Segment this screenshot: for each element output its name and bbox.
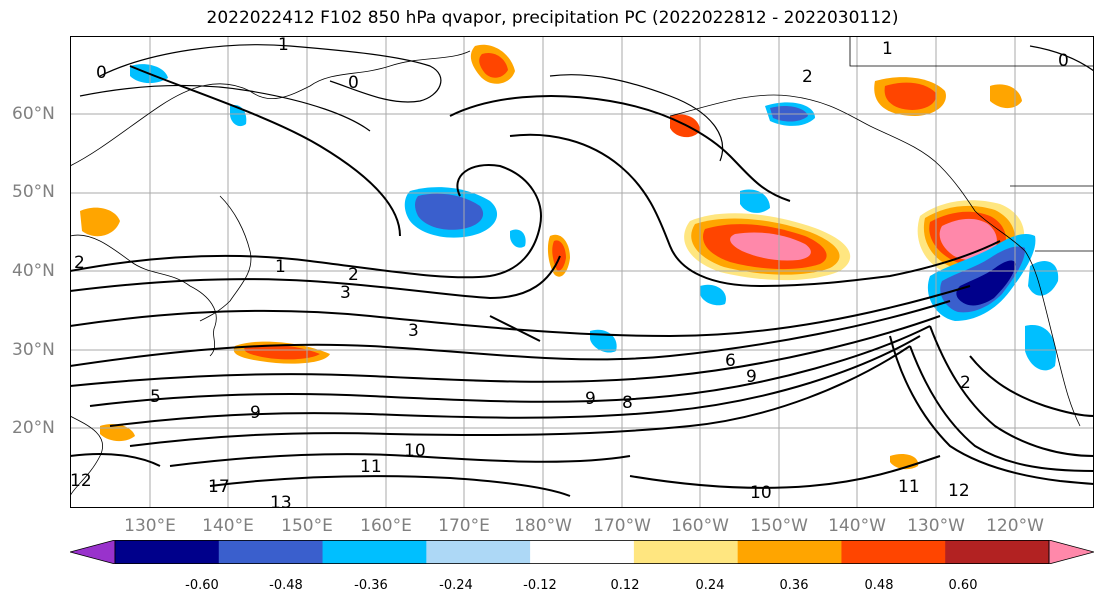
colorbar-segments <box>70 540 1094 564</box>
contour-label: 8 <box>622 393 633 413</box>
lat-label-50n: 50°N <box>12 182 55 202</box>
contour-label: 11 <box>898 477 920 497</box>
lon-label-140w: 140°W <box>828 516 886 536</box>
contour-label: 2 <box>802 67 813 87</box>
contour-label: 2 <box>348 265 359 285</box>
lon-label-120w: 120°W <box>986 516 1044 536</box>
lat-label-60n: 60°N <box>12 104 55 124</box>
lon-label-150e: 150°E <box>281 516 333 536</box>
contour-label: 2 <box>960 373 971 393</box>
lon-label-130w: 130°W <box>907 516 965 536</box>
negative-anomaly-coast <box>927 234 1059 371</box>
map-panel: 0 0 1 2 2 3 3 1 1 2 5 6 8 9 9 9 10 10 11… <box>70 36 1094 508</box>
contours-thick <box>70 65 1094 497</box>
contour-label: 6 <box>725 351 736 371</box>
lon-label-150w: 150°W <box>750 516 808 536</box>
colorbar-tick-label: 0.36 <box>779 578 809 593</box>
colorbar-tick-label: -0.12 <box>523 578 557 593</box>
contour-label: 5 <box>150 387 161 407</box>
contour-label: 13 <box>270 493 292 508</box>
lon-label-130e: 130°E <box>124 516 176 536</box>
lon-label-170w: 170°W <box>593 516 651 536</box>
contour-label: 2 <box>74 253 85 273</box>
lat-label-40n: 40°N <box>12 261 55 281</box>
colorbar-tick-label: 0.48 <box>864 578 894 593</box>
lon-label-180w: 180°W <box>514 516 572 536</box>
colorbar-segment <box>945 540 1050 564</box>
lat-label-30n: 30°N <box>12 340 55 360</box>
coastlines <box>70 36 1094 497</box>
colorbar-segment <box>426 540 531 564</box>
contour-label: 10 <box>404 441 426 461</box>
contour-label: 0 <box>96 63 107 83</box>
lon-label-140e: 140°E <box>202 516 254 536</box>
positive-anomaly-central <box>684 213 851 281</box>
colorbar-segment <box>737 540 842 564</box>
colorbar-tick-label: 0.60 <box>948 578 978 593</box>
colorbar-segment <box>841 540 946 564</box>
colorbar-segment <box>530 540 635 564</box>
colorbar-segment <box>322 540 427 564</box>
map-frame <box>70 36 1094 508</box>
contour-label: 12 <box>948 481 970 501</box>
lon-label-160e: 160°E <box>360 516 412 536</box>
lon-label-160w: 160°W <box>671 516 729 536</box>
colorbar <box>70 540 1094 564</box>
colorbar-segment <box>218 540 324 564</box>
precip-anomaly-fills <box>80 44 1059 470</box>
colorbar-tick-label: 0.24 <box>695 578 725 593</box>
contour-label: 12 <box>70 471 92 491</box>
contour-label: 1 <box>278 36 289 55</box>
contour-label: 9 <box>250 403 261 423</box>
colorbar-segment <box>115 540 220 564</box>
contour-label: 3 <box>340 283 351 303</box>
lon-label-170e: 170°E <box>438 516 490 536</box>
contour-label: 1 <box>882 39 893 59</box>
contour-label: 9 <box>585 389 596 409</box>
colorbar-tick-label: -0.48 <box>269 578 303 593</box>
contour-label: 0 <box>1058 51 1069 71</box>
contour-label: 3 <box>408 321 419 341</box>
gridlines <box>70 36 1094 508</box>
colorbar-frame <box>114 540 1050 564</box>
contours-thin <box>79 44 1094 162</box>
colorbar-segment <box>633 540 739 564</box>
colorbar-tick-label: -0.24 <box>439 578 473 593</box>
colorbar-extend-high <box>1048 540 1094 564</box>
contour-labels: 0 0 1 2 2 3 3 1 1 2 5 6 8 9 9 9 10 10 11… <box>70 36 1069 508</box>
contour-label: 1 <box>275 257 286 277</box>
colorbar-tick-label: 0.12 <box>610 578 640 593</box>
contour-label: 17 <box>208 477 230 497</box>
lat-label-20n: 20°N <box>12 418 55 438</box>
contour-label: 11 <box>360 457 382 477</box>
colorbar-tick-label: -0.60 <box>185 578 219 593</box>
map-title: 2022022412 F102 850 hPa qvapor, precipit… <box>206 8 899 28</box>
colorbar-extend-low <box>70 540 116 564</box>
contour-label: 10 <box>750 483 772 503</box>
colorbar-tick-label: -0.36 <box>354 578 388 593</box>
contour-label: 9 <box>746 367 757 387</box>
contour-label: 0 <box>348 73 359 93</box>
